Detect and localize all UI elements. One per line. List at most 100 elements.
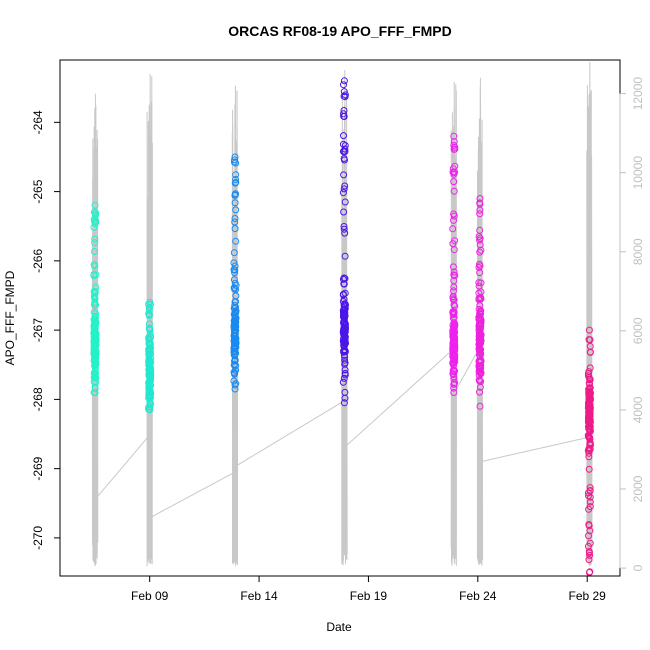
data-point (91, 385, 99, 392)
data-point (92, 338, 100, 346)
data-point (91, 289, 99, 297)
data-point (475, 358, 483, 366)
data-point (145, 379, 153, 387)
data-point (91, 248, 98, 255)
data-point (586, 419, 594, 427)
data-point (145, 307, 153, 315)
data-point (231, 381, 239, 389)
data-point (91, 362, 99, 370)
y-axis-right: 0 2000 4000 6000 8000 10000 12000 (619, 77, 645, 571)
y-right-tick-label: 4000 (631, 396, 645, 423)
data-point (341, 229, 349, 237)
data-point (586, 390, 594, 398)
data-point (585, 522, 593, 530)
data-point (476, 383, 484, 391)
data-point (585, 449, 593, 457)
y-tick-label: -270 (31, 526, 45, 550)
data-point (341, 198, 349, 206)
data-point (585, 336, 593, 344)
data-point (91, 220, 99, 227)
data-point (91, 365, 99, 373)
data-point (340, 374, 348, 382)
data-point (477, 321, 485, 329)
data-point (450, 132, 458, 140)
data-point (91, 239, 99, 247)
x-tick-label: Feb 24 (459, 589, 497, 603)
data-point (476, 388, 483, 396)
data-point (450, 268, 458, 276)
data-point (231, 317, 238, 325)
data-point (477, 317, 485, 325)
data-point (231, 215, 239, 222)
data-point (477, 346, 485, 354)
data-point (449, 263, 457, 271)
data-point (231, 332, 239, 340)
data-point (450, 380, 458, 388)
data-point (230, 285, 238, 293)
data-point (476, 195, 484, 202)
y-right-tick-label: 2000 (631, 475, 645, 502)
data-point (451, 336, 458, 344)
data-point (231, 336, 239, 344)
data-point (450, 178, 458, 186)
data-point (585, 548, 593, 556)
series-rf13 (475, 195, 485, 410)
y-axis-label: APO_FFF_FMPD (3, 270, 17, 365)
data-point (339, 275, 347, 283)
data-point (231, 218, 239, 226)
data-point (145, 310, 153, 318)
data-point (232, 190, 239, 198)
data-point (91, 343, 99, 351)
data-point (90, 292, 98, 300)
data-point (340, 208, 348, 216)
data-point (231, 266, 239, 274)
x-axis-label: Date (326, 620, 352, 634)
data-point (450, 384, 458, 392)
data-point (475, 363, 483, 371)
data-point (232, 206, 240, 214)
data-point (450, 356, 458, 364)
data-point (476, 236, 484, 244)
data-point (586, 487, 594, 494)
data-point (477, 350, 485, 358)
altitude-connector (482, 437, 588, 462)
data-point (341, 312, 349, 320)
data-point (230, 344, 238, 352)
data-point (475, 368, 483, 376)
data-point (476, 260, 483, 268)
data-point (451, 237, 459, 245)
data-point (92, 334, 100, 342)
data-point (477, 279, 485, 287)
data-point (339, 140, 347, 148)
data-point (231, 199, 239, 207)
data-point (341, 156, 348, 164)
data-point (450, 296, 458, 304)
y-right-tick-label: 8000 (631, 238, 645, 265)
data-point (231, 156, 238, 164)
data-point (145, 348, 153, 356)
data-point (339, 148, 347, 155)
data-point (475, 264, 483, 271)
data-point (451, 272, 459, 280)
data-point (232, 237, 240, 245)
data-point (146, 383, 154, 391)
data-point (91, 201, 99, 209)
data-point (232, 281, 240, 289)
y-right-tick-label: 10000 (631, 156, 645, 190)
data-point (232, 349, 240, 357)
data-point (585, 556, 593, 564)
x-tick-label: Feb 19 (350, 589, 388, 603)
data-point (450, 145, 458, 153)
data-point (340, 110, 347, 118)
data-point (340, 77, 348, 85)
data-point (91, 355, 98, 363)
data-point (341, 321, 349, 329)
data-point (90, 328, 98, 336)
data-point (146, 401, 154, 409)
series-rf11 (339, 77, 349, 407)
data-point (586, 441, 594, 449)
data-point (231, 357, 239, 365)
data-point (449, 314, 457, 322)
data-point (340, 280, 348, 288)
